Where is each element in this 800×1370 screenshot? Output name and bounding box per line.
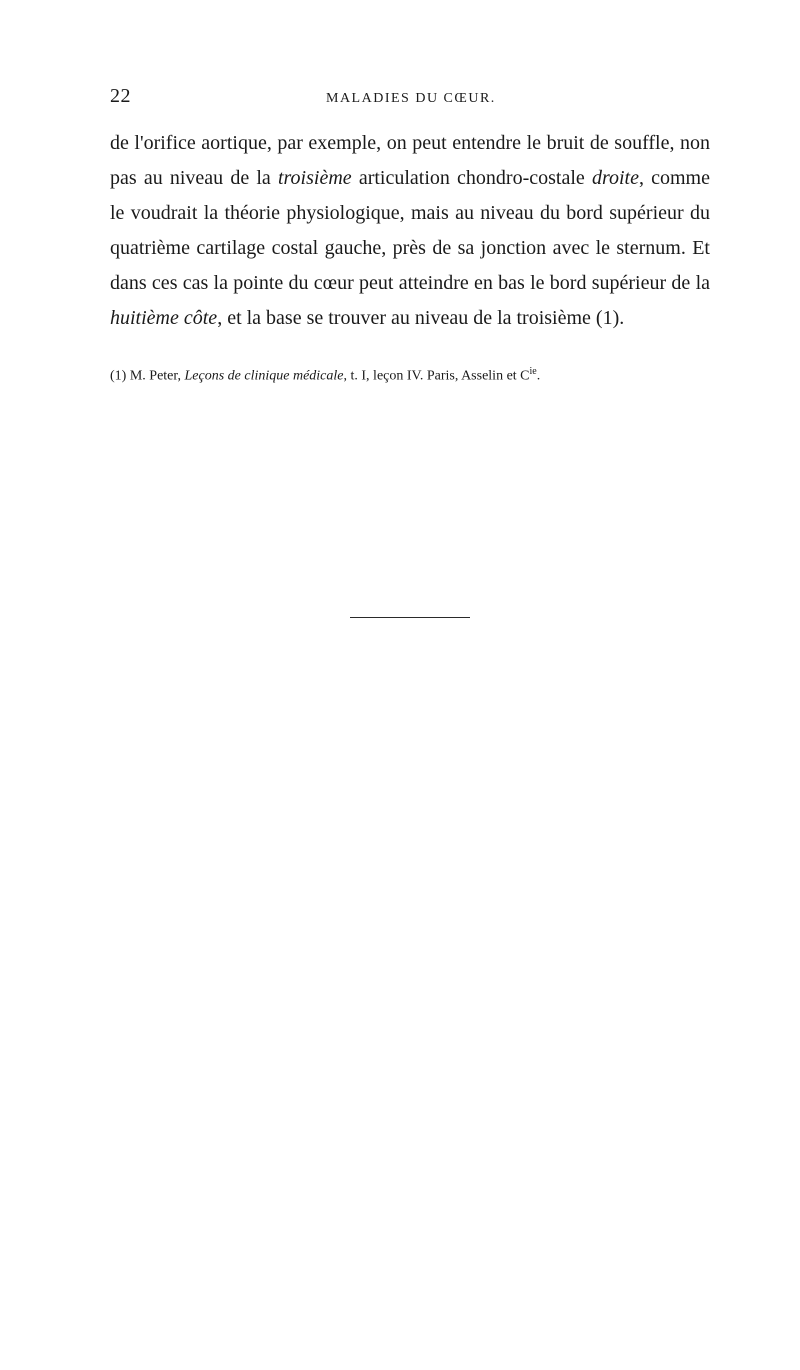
section-divider (350, 617, 470, 618)
header-line: 22 MALADIES DU CŒUR. (110, 85, 710, 108)
footnote-text: , t. I, leçon IV. Paris, Asselin et C (344, 369, 530, 384)
footnote: (1) M. Peter, Leçons de clinique médical… (110, 364, 710, 387)
text-segment: , et la base se trouver au niveau de la … (217, 307, 624, 329)
footnote-italic: Leçons de clinique médicale (184, 369, 343, 384)
italic-text: troisième (278, 167, 352, 189)
footnote-period: . (537, 369, 541, 384)
italic-text: huitième côte (110, 307, 217, 329)
page-number: 22 (110, 85, 131, 108)
italic-text: droite (592, 167, 639, 189)
footnote-marker: (1) (110, 369, 126, 384)
footnote-superscript: ie (530, 366, 537, 377)
running-header: MALADIES DU CŒUR. (326, 91, 496, 107)
body-paragraph: de l'orifice aortique, par exemple, on p… (110, 126, 710, 336)
footnote-text: M. Peter, (126, 369, 184, 384)
text-segment: articulation chondro-costale (352, 167, 592, 189)
page-container: 22 MALADIES DU CŒUR. de l'orifice aortiq… (0, 0, 800, 678)
